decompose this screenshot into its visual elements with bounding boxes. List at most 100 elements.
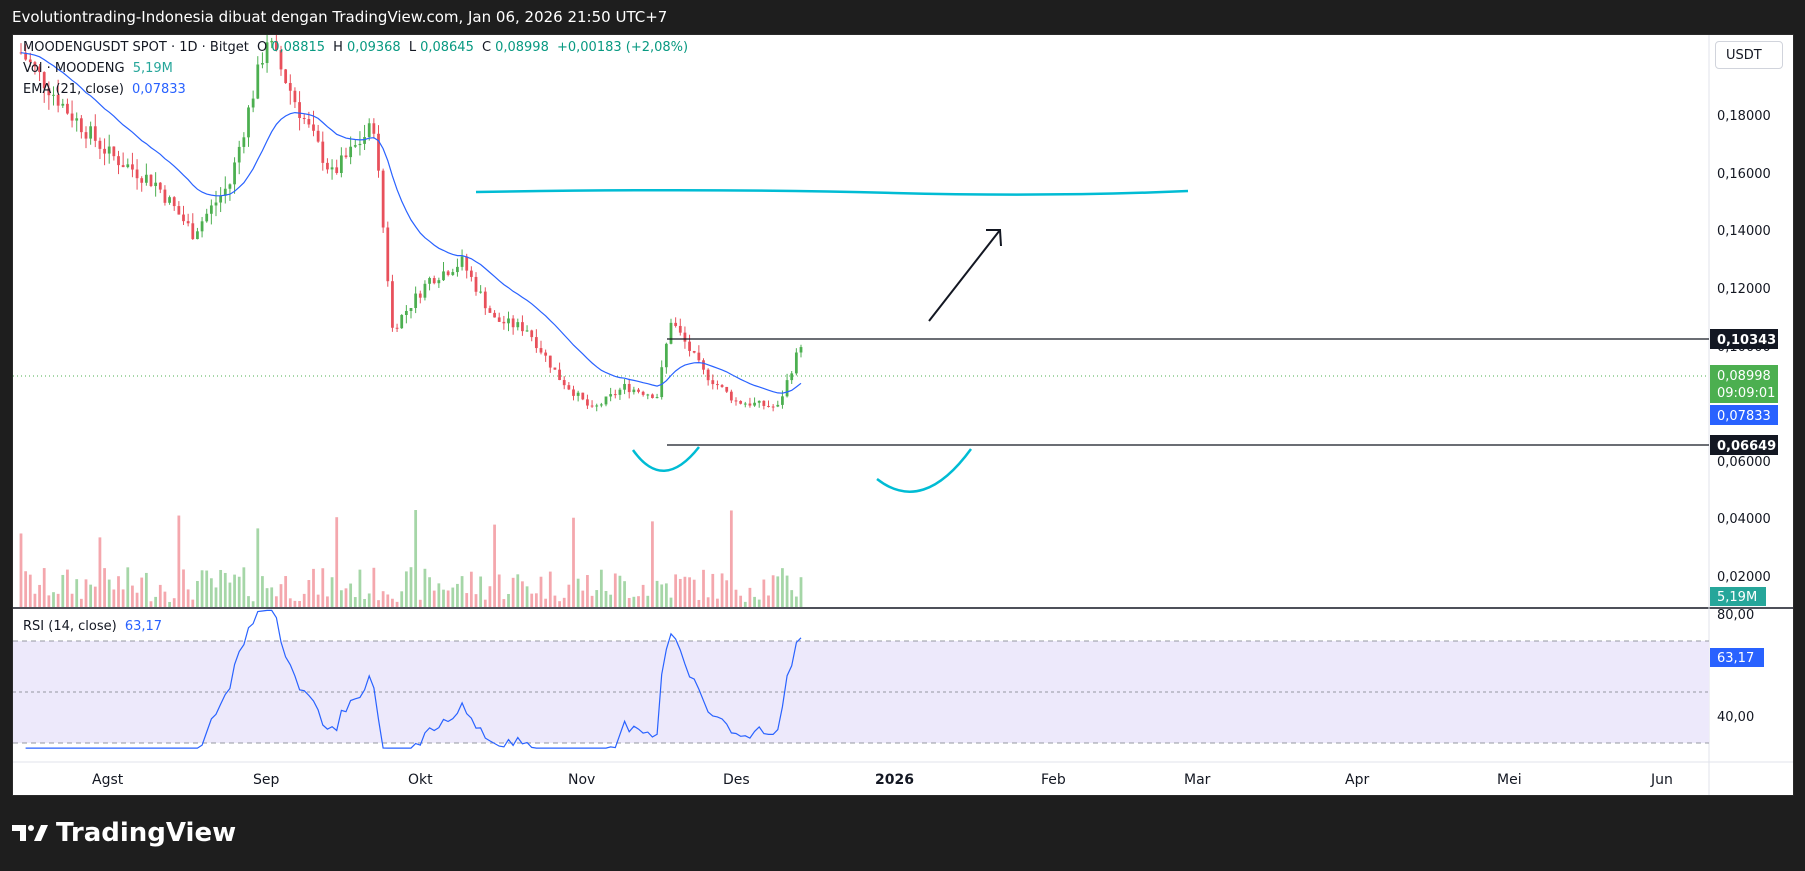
chart-canvas[interactable]: 0,18000 0,16000 0,14000 0,12000 0,10000 …	[13, 35, 1793, 795]
volume-bar	[664, 583, 668, 607]
volume-bar	[358, 569, 362, 607]
candle-body	[196, 231, 199, 240]
currency-unit-button[interactable]: USDT	[1715, 41, 1783, 69]
volume-bar	[33, 593, 37, 607]
volume-bar	[84, 579, 88, 607]
volume-bar	[618, 575, 622, 607]
rsi-legend[interactable]: RSI (14, close) 63,17	[23, 619, 166, 634]
high-label: H	[333, 40, 343, 55]
rsi-badge-text: 63,17	[1717, 651, 1754, 666]
volume-bar	[437, 583, 441, 607]
volume-bar	[89, 584, 93, 607]
volume-bar	[613, 573, 617, 607]
candle-body	[140, 178, 144, 183]
candle-body	[711, 380, 715, 385]
rsi-line	[25, 609, 802, 749]
candle-body	[586, 399, 589, 406]
volume-bar	[140, 577, 144, 607]
candle-body	[42, 72, 46, 89]
symbol-legend[interactable]: MOODENGUSDT SPOT · 1D · Bitget O 0,08815 …	[23, 40, 692, 55]
volume-bar	[599, 569, 603, 607]
candle-body	[372, 123, 376, 134]
volume-bar	[177, 515, 181, 607]
ema-legend[interactable]: EMA (21, close) 0,07833	[23, 82, 190, 97]
candle-body	[404, 310, 408, 315]
volume-bar	[182, 569, 185, 607]
volume-bar	[42, 568, 46, 607]
candle-body	[79, 118, 83, 133]
candle-body	[762, 400, 766, 406]
tradingview-logo[interactable]: TradingView	[12, 818, 236, 848]
candle-body	[674, 322, 678, 326]
candle-body	[521, 322, 524, 332]
rsi-tick: 80,00	[1717, 608, 1754, 623]
candle-body	[386, 227, 390, 282]
candle-body	[107, 146, 111, 154]
candle-body	[548, 355, 552, 368]
volume-bar	[112, 589, 116, 607]
candle-body	[720, 385, 724, 387]
candle-body	[516, 322, 520, 328]
volume-bar	[711, 573, 715, 607]
volume-bar	[344, 588, 348, 607]
ema-value: 0,07833	[132, 82, 186, 97]
candle-body	[172, 197, 176, 207]
volume-bar	[149, 601, 153, 607]
volume-bar	[799, 577, 803, 607]
candle-body	[358, 143, 362, 146]
volume-bar	[609, 594, 613, 607]
volume-legend[interactable]: Vol · MOODENG 5,19M	[23, 61, 177, 76]
volume-bar	[432, 590, 436, 607]
volume-bar	[716, 598, 719, 607]
volume-bar	[781, 568, 784, 607]
volume-bar	[456, 583, 459, 607]
volume-bar	[214, 587, 218, 607]
volume-bar	[163, 591, 167, 607]
volume-bar	[24, 571, 28, 607]
volume-bar	[144, 572, 148, 607]
volume-bar	[488, 586, 492, 607]
price-tick: 0,02000	[1717, 570, 1771, 585]
volume-bar	[702, 569, 705, 607]
volume-bar	[321, 568, 325, 607]
candle-body	[52, 94, 55, 96]
candle-body	[683, 332, 687, 342]
volume-bar	[126, 567, 130, 607]
volume-bar	[172, 598, 176, 607]
symbol-name: MOODENGUSDT SPOT · 1D · Bitget	[23, 40, 249, 55]
change-value: +0,00183 (+2,08%)	[556, 40, 689, 55]
volume-bar	[530, 593, 534, 607]
candle-body	[84, 132, 88, 139]
volume-bar	[391, 598, 394, 607]
volume-bar	[256, 528, 260, 607]
candle-body	[177, 206, 181, 215]
candle-body	[335, 167, 339, 173]
volume-bar	[553, 595, 557, 607]
chart-frame[interactable]: 0,18000 0,16000 0,14000 0,12000 0,10000 …	[12, 34, 1794, 796]
candle-body	[507, 318, 510, 324]
resistance-badge-text: 0,10343	[1717, 333, 1776, 348]
volume-bar	[339, 590, 343, 607]
candle-body	[739, 400, 743, 404]
candle-body	[595, 405, 599, 407]
candle-body	[103, 148, 106, 154]
volume-bar	[502, 599, 506, 607]
candle-body	[479, 291, 483, 293]
candle-body	[288, 83, 292, 91]
candle-body	[377, 133, 380, 171]
candle-body	[660, 367, 664, 398]
volume-bar	[479, 576, 483, 607]
candle-body	[502, 321, 506, 324]
candle-body	[339, 155, 343, 173]
volume-bar	[446, 590, 450, 607]
candle-body	[669, 322, 673, 344]
candle-body	[395, 327, 399, 329]
price-tick: 0,04000	[1717, 512, 1771, 527]
volume-bar	[154, 596, 158, 607]
candle-body	[70, 113, 74, 121]
volume-bar	[590, 595, 594, 607]
chart-title: Evolutiontrading-Indonesia dibuat dengan…	[12, 8, 668, 26]
candle-body	[469, 270, 473, 277]
volume-bar	[61, 574, 65, 607]
candle-body	[149, 174, 153, 187]
